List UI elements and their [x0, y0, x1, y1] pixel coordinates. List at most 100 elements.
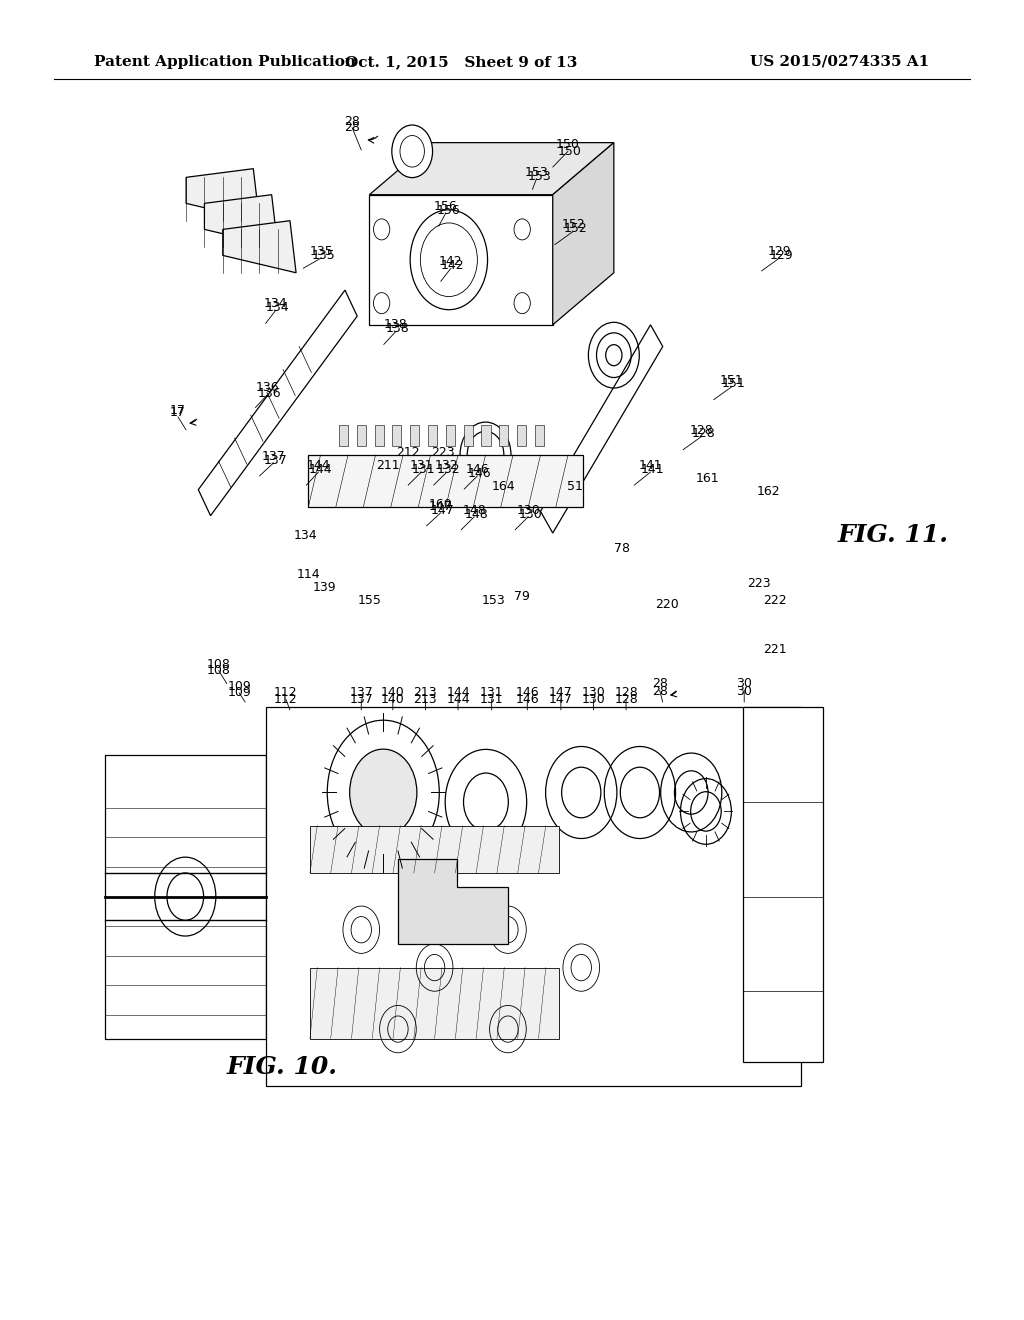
Text: US 2015/0274335 A1: US 2015/0274335 A1 — [751, 55, 930, 69]
Text: 142: 142 — [441, 259, 465, 272]
Circle shape — [392, 125, 432, 178]
Circle shape — [464, 774, 508, 830]
Text: 212: 212 — [396, 446, 420, 459]
Text: 140: 140 — [381, 693, 404, 706]
Text: 28: 28 — [651, 677, 668, 690]
Text: 147: 147 — [431, 504, 455, 516]
Text: 130: 130 — [518, 508, 542, 520]
Text: 136: 136 — [258, 387, 282, 400]
Text: 131: 131 — [480, 686, 504, 700]
Text: 128: 128 — [689, 424, 714, 437]
Text: 79: 79 — [514, 590, 530, 603]
Text: 221: 221 — [763, 643, 786, 656]
Circle shape — [514, 293, 530, 314]
Polygon shape — [356, 425, 366, 446]
Polygon shape — [445, 425, 455, 446]
Text: 155: 155 — [357, 594, 381, 607]
Text: 114: 114 — [297, 568, 321, 581]
Text: 146: 146 — [466, 463, 489, 477]
Circle shape — [514, 219, 530, 240]
Circle shape — [374, 293, 390, 314]
Text: 144: 144 — [308, 463, 333, 477]
Text: 140: 140 — [381, 686, 404, 700]
Text: 134: 134 — [294, 528, 317, 541]
Text: 153: 153 — [482, 594, 506, 607]
Text: 131: 131 — [410, 459, 433, 473]
Polygon shape — [339, 425, 348, 446]
Polygon shape — [481, 425, 490, 446]
Text: 153: 153 — [527, 170, 551, 182]
Text: 17: 17 — [170, 407, 186, 420]
Text: 51: 51 — [567, 480, 583, 492]
Polygon shape — [370, 194, 553, 325]
Text: 30: 30 — [736, 677, 753, 690]
Text: 147: 147 — [549, 686, 572, 700]
Text: 134: 134 — [266, 301, 290, 314]
Text: 128: 128 — [691, 428, 716, 441]
Text: 156: 156 — [437, 205, 461, 216]
Text: 144: 144 — [446, 693, 470, 706]
Polygon shape — [541, 325, 663, 533]
Text: 108: 108 — [207, 657, 230, 671]
Text: 131: 131 — [412, 463, 435, 477]
Text: 135: 135 — [311, 248, 336, 261]
Polygon shape — [199, 290, 357, 516]
Text: 28: 28 — [651, 685, 668, 698]
Text: 156: 156 — [434, 201, 458, 213]
Polygon shape — [310, 968, 559, 1039]
Circle shape — [349, 750, 417, 836]
Text: 128: 128 — [614, 686, 638, 700]
Text: 213: 213 — [414, 686, 437, 700]
Text: 17: 17 — [170, 404, 186, 417]
Text: 129: 129 — [770, 248, 794, 261]
Polygon shape — [411, 425, 419, 446]
Text: 137: 137 — [262, 450, 286, 463]
Text: 161: 161 — [695, 473, 719, 486]
Polygon shape — [223, 220, 296, 273]
Text: 211: 211 — [376, 459, 399, 473]
Text: 146: 146 — [515, 693, 539, 706]
Text: 223: 223 — [431, 446, 455, 459]
Text: 130: 130 — [516, 504, 541, 516]
Text: 30: 30 — [736, 685, 753, 698]
Polygon shape — [392, 425, 401, 446]
Polygon shape — [535, 425, 544, 446]
Polygon shape — [742, 708, 823, 1063]
Text: 137: 137 — [349, 693, 373, 706]
Text: FIG. 11.: FIG. 11. — [838, 523, 949, 546]
Text: 137: 137 — [264, 454, 288, 467]
Polygon shape — [308, 455, 584, 507]
Text: 152: 152 — [563, 222, 587, 235]
Text: 150: 150 — [556, 139, 580, 152]
Text: 112: 112 — [274, 686, 298, 700]
Text: 130: 130 — [582, 686, 605, 700]
Text: 128: 128 — [614, 693, 638, 706]
Text: 147: 147 — [549, 693, 572, 706]
Polygon shape — [266, 708, 801, 1086]
Text: 146: 146 — [468, 467, 492, 480]
Polygon shape — [428, 425, 437, 446]
Polygon shape — [205, 194, 278, 247]
Text: 139: 139 — [312, 581, 337, 594]
Text: Oct. 1, 2015   Sheet 9 of 13: Oct. 1, 2015 Sheet 9 of 13 — [345, 55, 578, 69]
Polygon shape — [500, 425, 509, 446]
Text: 108: 108 — [207, 664, 230, 677]
Text: 164: 164 — [493, 480, 516, 492]
Text: 134: 134 — [264, 297, 288, 310]
Text: 148: 148 — [465, 508, 488, 520]
Text: 213: 213 — [414, 693, 437, 706]
Polygon shape — [517, 425, 526, 446]
Text: FIG. 10.: FIG. 10. — [227, 1056, 338, 1080]
Text: 136: 136 — [256, 381, 280, 395]
Text: 131: 131 — [480, 693, 504, 706]
Text: 28: 28 — [344, 115, 360, 128]
Text: 138: 138 — [386, 322, 410, 335]
Polygon shape — [398, 859, 508, 944]
Polygon shape — [310, 825, 559, 873]
Text: 150: 150 — [558, 145, 582, 158]
Text: 109: 109 — [227, 680, 251, 693]
Text: 135: 135 — [309, 244, 334, 257]
Text: 137: 137 — [349, 686, 373, 700]
Polygon shape — [186, 169, 259, 220]
Text: 148: 148 — [463, 504, 486, 516]
